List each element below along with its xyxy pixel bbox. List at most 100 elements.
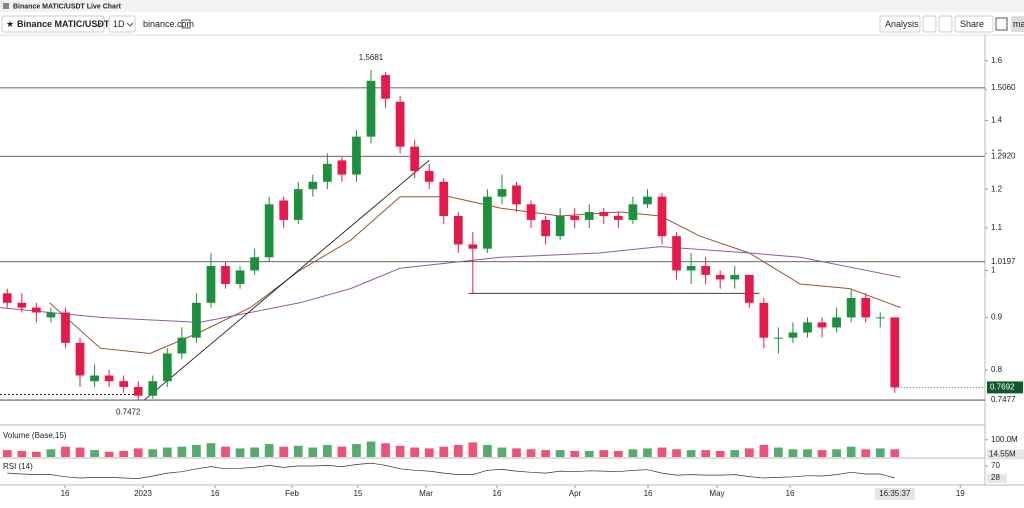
volume-bar [599,450,609,457]
volume-tick-label: 100.0M [991,435,1018,444]
volume-bar [453,444,463,457]
candle-body [555,215,565,237]
candle-body [701,266,711,275]
volume-bar [424,448,434,457]
x-tick-label: Mar [419,489,433,498]
rsi-line [7,462,895,479]
volume-bar [468,442,478,457]
level-label: 1.0197 [991,257,1016,266]
candle-body [162,353,172,382]
title-bar [0,0,1024,12]
candle-body [730,274,740,280]
candle-body [599,212,609,216]
volume-bar [2,450,12,457]
compare-button[interactable] [922,15,937,33]
user-button[interactable] [1011,16,1024,32]
candle-body [570,215,580,220]
candle-body [890,317,900,388]
fullscreen-button[interactable] [995,17,1008,31]
candle-body [337,160,347,175]
x-tick-label: May [709,489,724,498]
volume-bar [61,446,70,457]
volume-bar [133,448,143,457]
candle-body [264,204,274,258]
candle-body [686,266,696,271]
volume-title: Volume (Base,15) [3,431,67,440]
volume-bar [352,444,361,457]
app-icon [3,3,9,9]
candle-body [308,181,318,190]
volume-bar [192,444,201,457]
volume-bar [846,446,856,457]
last-price-label: 0.7692 [990,383,1015,392]
volume-bar [555,450,565,457]
volume-bar [570,450,580,457]
candle-body [439,181,449,216]
level-label-bg [987,82,1024,93]
y-tick-label: 1 [991,266,996,275]
volume-bar [541,450,550,457]
volume-bar [817,450,827,457]
draw-button[interactable] [938,15,953,33]
candle-body [803,322,812,333]
volume-bar [788,449,798,457]
volume-bar [322,444,332,457]
candle-body [643,196,652,205]
candle-body [832,317,841,328]
volume-bar [75,447,85,457]
rsi-last-bg [987,473,1007,483]
interval-button[interactable] [108,15,136,33]
candle-body [774,337,783,339]
star-icon: ★ [6,19,14,29]
candle-body [279,200,289,220]
analysis-button[interactable] [879,15,921,33]
level-label: 1.5060 [991,83,1016,92]
source-link[interactable]: binance.com [143,19,194,29]
candle-body [817,322,827,328]
y-tick-label: 0.9 [991,313,1003,322]
last-price-bg [987,381,1023,394]
candle-body [483,196,492,249]
symbol-button[interactable] [1,15,105,33]
y-tick-label: 1.1 [991,223,1003,232]
volume-bar [613,450,623,457]
candle-body [715,274,725,280]
analysis: Analysis [885,19,919,29]
external-icon[interactable] [181,19,191,29]
candle-body [541,219,550,237]
candle-body [875,317,885,319]
y-tick-label: 0.8 [991,365,1003,374]
rsi-title: RSI (14) [3,462,33,471]
candle-body [104,375,114,382]
volume-bar [395,445,405,457]
user: ma [1013,19,1024,29]
share-button[interactable] [954,15,994,33]
candle-body [177,337,187,354]
volume-bar [672,449,681,457]
level-label: 1.2920 [991,151,1016,160]
x-tick-label: Feb [285,489,299,498]
candle-body [424,170,434,182]
volume-bar [308,447,318,457]
candle-body [366,80,376,137]
low-label: 0.7472 [116,407,141,416]
volume-bar [774,447,783,457]
x-tick-label: 16 [61,489,70,498]
volume-bar [250,447,259,457]
y-tick-label: 1.6 [991,56,1003,65]
interval: 1D [113,19,125,29]
candle-body [322,163,332,182]
candle-body [846,298,856,318]
candle-body [395,101,405,147]
high-label: 1.5681 [359,53,384,62]
candle-body [293,189,303,220]
volume-bar [657,447,667,457]
candle-body [148,381,158,396]
candle-body [75,342,85,376]
volume-bar [177,446,187,457]
volume-bar [643,448,652,457]
x-tick-label: 2023 [134,489,152,498]
volume-bar [715,450,725,457]
window-title: Binance MATIC/USDT Live Chart [13,3,122,10]
